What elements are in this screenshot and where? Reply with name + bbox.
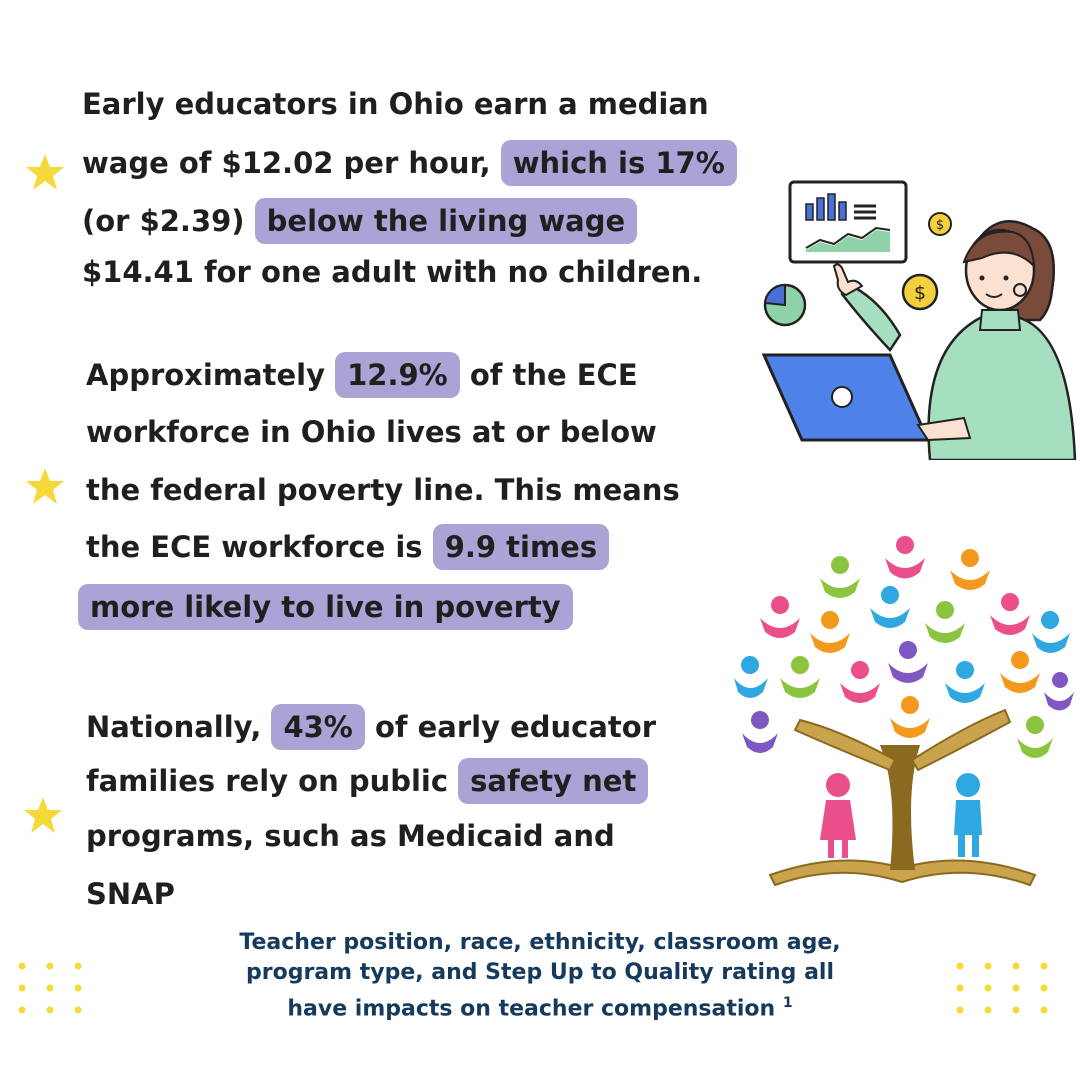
stat3-line3: programs, such as Medicaid and bbox=[86, 819, 615, 853]
stat1-line3: (or $2.39) below the living wage bbox=[82, 198, 638, 244]
stat2-line2: workforce in Ohio lives at or below bbox=[86, 415, 657, 449]
stat1-line3-text: (or $2.39) bbox=[82, 204, 245, 238]
stat3-line2-text: families rely on public bbox=[86, 764, 449, 798]
stat2-line1-tail: of the ECE bbox=[469, 358, 638, 392]
footer-line1: Teacher position, race, ethnicity, class… bbox=[239, 930, 841, 955]
stat2-line3: the federal poverty line. This means bbox=[86, 473, 680, 507]
stat2-line5: more likely to live in poverty bbox=[78, 584, 573, 630]
tree-of-children-illustration bbox=[734, 536, 1074, 887]
footer-line3-text: have impacts on teacher compensation bbox=[287, 996, 776, 1022]
stat3-line4: SNAP bbox=[86, 877, 175, 911]
dot-grid bbox=[18, 962, 82, 1014]
stat2-line4: the ECE workforce is 9.9 times bbox=[86, 524, 610, 570]
stat3-line2: families rely on public safety net bbox=[86, 758, 649, 804]
star-icon bbox=[26, 154, 64, 190]
footer-line2: program type, and Step Up to Quality rat… bbox=[245, 960, 834, 985]
stat1-line4: $14.41 for one adult with no children. bbox=[82, 255, 703, 289]
stat1-line1: Early educators in Ohio earn a median bbox=[82, 87, 709, 121]
stat1-line2: wage of $12.02 per hour, which is 17% bbox=[82, 140, 737, 186]
footnote-marker: 1 bbox=[782, 995, 793, 1011]
svg-text:$: $ bbox=[936, 218, 944, 233]
stat3-line1-text: Nationally, bbox=[86, 710, 262, 744]
star-icon bbox=[26, 468, 64, 504]
highlight-9-9-times: 9.9 times bbox=[432, 524, 610, 570]
star-icon bbox=[24, 797, 62, 833]
stat2-line1: Approximately 12.9% of the ECE bbox=[86, 352, 638, 398]
highlight-43-percent: 43% bbox=[271, 704, 365, 750]
footer-note: Teacher position, race, ethnicity, class… bbox=[200, 928, 880, 1024]
dot-grid bbox=[956, 962, 1048, 1014]
highlight-living-wage: below the living wage bbox=[254, 198, 638, 244]
stat3-line1: Nationally, 43% of early educator bbox=[86, 704, 656, 750]
woman-laptop-illustration: $ $ bbox=[761, 180, 1077, 460]
highlight-12-9-percent: 12.9% bbox=[335, 352, 460, 398]
highlight-17-percent: which is 17% bbox=[500, 140, 737, 186]
footer-line3: have impacts on teacher compensation 1 bbox=[200, 988, 880, 1024]
stat2-line4-text: the ECE workforce is bbox=[86, 530, 423, 564]
svg-text:$: $ bbox=[914, 282, 926, 304]
highlight-poverty: more likely to live in poverty bbox=[78, 584, 573, 630]
stat2-line1-text: Approximately bbox=[86, 358, 325, 392]
highlight-safety-net: safety net bbox=[458, 758, 649, 804]
stat3-line1-tail: of early educator bbox=[374, 710, 657, 744]
stat1-line2-text: wage of $12.02 per hour, bbox=[82, 146, 491, 180]
